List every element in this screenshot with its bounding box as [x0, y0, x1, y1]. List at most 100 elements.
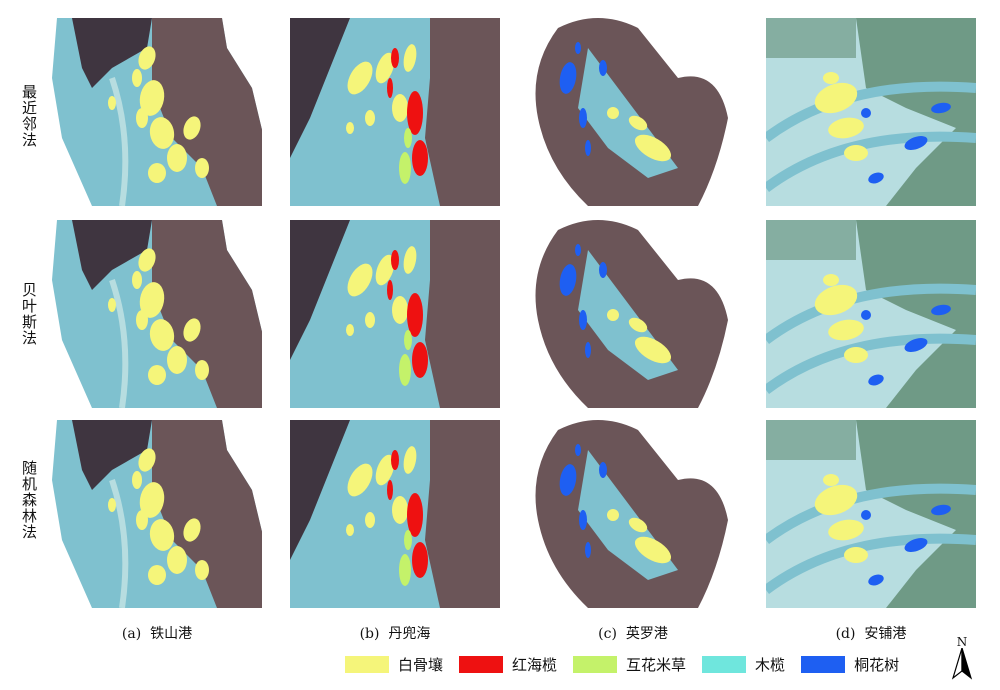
aegiceras-patch [904, 136, 928, 150]
avicennia-patch [392, 496, 408, 524]
legend-item-avicennia: 白骨壤 [345, 654, 443, 675]
aegiceras-patch [931, 304, 951, 316]
spartina-patch [404, 530, 412, 550]
spartina-patch [399, 554, 411, 586]
rhizophora-patch [387, 280, 393, 300]
avicennia-patch [607, 309, 619, 321]
map-image [290, 220, 500, 408]
avicennia-patch [347, 463, 373, 497]
aquaculture-fields [856, 18, 976, 206]
tidal-channel [766, 483, 976, 545]
avicennia-patch [195, 360, 209, 380]
legend-label-rhizophora: 红海榄 [512, 655, 558, 674]
avicennia-patch [108, 298, 116, 312]
avicennia-patch [634, 134, 672, 162]
legend-swatch-bruguiera [702, 655, 747, 673]
aegiceras-patch [904, 338, 928, 352]
avicennia-patch [132, 271, 142, 289]
north-arrow: N [950, 636, 974, 680]
rhizophora-patch [412, 342, 428, 378]
avicennia-patch [403, 246, 417, 274]
legend-label-spartina: 互花米草 [626, 655, 687, 674]
land-area [152, 420, 262, 608]
avicennia-patch [365, 110, 375, 126]
avicennia-patch [814, 284, 858, 316]
avicennia-patch [628, 115, 648, 131]
tidal-channel [109, 77, 129, 206]
avicennia-patch [183, 318, 201, 342]
map-image [528, 220, 738, 408]
spartina-patch [404, 330, 412, 350]
tidal-channel [766, 283, 976, 345]
avicennia-patch [183, 518, 201, 542]
land-area [425, 420, 500, 608]
rhizophora-patch [391, 48, 399, 68]
aquaculture-fields [766, 420, 856, 460]
avicennia-patch [365, 312, 375, 328]
avicennia-patch [844, 145, 868, 161]
avicennia-patch [814, 484, 858, 516]
avicennia-patch [375, 52, 395, 84]
avicennia-patch [392, 94, 408, 122]
avicennia-patch [149, 319, 175, 351]
legend-swatch-aegiceras [801, 655, 846, 673]
avicennia-patch [828, 117, 864, 139]
map-panel-b-3 [290, 420, 500, 608]
avicennia-patch [195, 560, 209, 580]
aegiceras-patch [599, 462, 607, 478]
avicennia-patch [347, 61, 373, 95]
aegiceras-patch [585, 342, 591, 358]
avicennia-patch [138, 248, 156, 272]
avicennia-patch [167, 144, 187, 172]
rhizophora-patch [412, 140, 428, 176]
land-area [290, 420, 350, 560]
legend-item-bruguiera: 木榄 [702, 654, 785, 675]
aquaculture-fields [856, 420, 976, 608]
rhizophora-patch [407, 91, 423, 135]
avicennia-patch [844, 547, 868, 563]
avicennia-patch [403, 446, 417, 474]
avicennia-patch [136, 310, 148, 330]
aegiceras-patch [559, 264, 577, 296]
map-image [52, 220, 262, 408]
land-area [72, 420, 152, 490]
aquaculture-fields [766, 18, 856, 58]
map-panel-c-3 [528, 420, 738, 608]
aegiceras-patch [931, 504, 951, 516]
rhizophora-patch [387, 78, 393, 98]
aegiceras-patch [861, 310, 871, 320]
avicennia-patch [167, 546, 187, 574]
aquaculture-fields [766, 220, 856, 260]
aegiceras-patch [585, 140, 591, 156]
map-panel-c-2 [528, 220, 738, 408]
aquaculture-fields [856, 220, 976, 408]
legend-swatch-rhizophora [459, 655, 504, 673]
avicennia-patch [346, 524, 354, 536]
avicennia-patch [828, 519, 864, 541]
avicennia-patch [828, 319, 864, 341]
avicennia-patch [375, 254, 395, 286]
map-image [290, 18, 500, 206]
avicennia-patch [634, 336, 672, 364]
map-panel-b-1 [290, 18, 500, 206]
avicennia-patch [823, 474, 839, 486]
map-panel-a-1 [52, 18, 262, 206]
map-panel-d-1 [766, 18, 976, 206]
map-image [52, 18, 262, 206]
avicennia-patch [346, 324, 354, 336]
map-image [528, 18, 738, 206]
aegiceras-patch [931, 102, 951, 114]
map-image [528, 420, 738, 608]
avicennia-patch [628, 317, 648, 333]
map-panel-d-3 [766, 420, 976, 608]
rhizophora-patch [412, 542, 428, 578]
map-image [766, 220, 976, 408]
tidal-channel [109, 479, 129, 608]
avicennia-patch [628, 517, 648, 533]
land-area [425, 220, 500, 408]
avicennia-patch [346, 122, 354, 134]
avicennia-patch [607, 509, 619, 521]
avicennia-patch [149, 117, 175, 149]
aegiceras-patch [868, 574, 884, 586]
row-label-bayes: 贝叶斯法 [20, 282, 38, 346]
